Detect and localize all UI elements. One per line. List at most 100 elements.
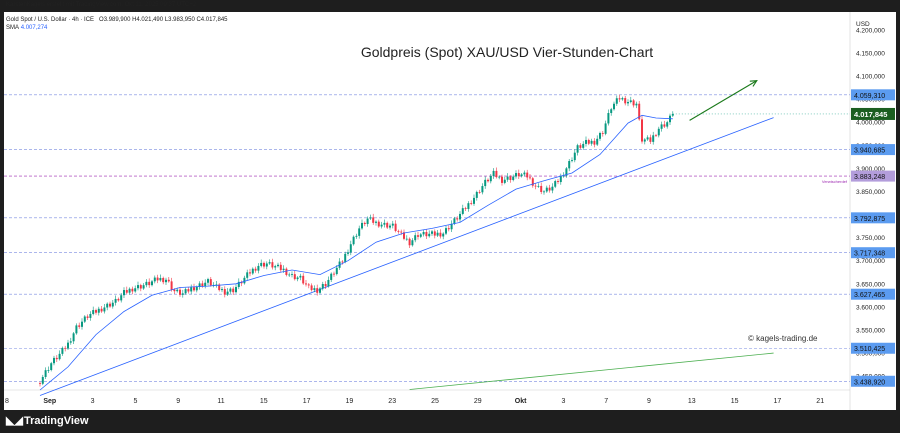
candle-body (145, 281, 148, 286)
candle-body (439, 232, 442, 237)
x-tick-label: 3 (561, 398, 565, 405)
candle-body (529, 177, 531, 179)
candle-body (361, 222, 363, 229)
candle-body (240, 281, 243, 284)
candle-body (389, 225, 391, 228)
candle-body (176, 289, 179, 292)
level-label-bg (851, 89, 895, 101)
candle-body (257, 265, 260, 271)
candle-body (627, 102, 629, 104)
candle-body (543, 191, 545, 193)
candle-body (531, 178, 534, 186)
candle-body (442, 233, 445, 237)
candle-body (274, 266, 277, 268)
candle-body (366, 218, 369, 225)
candle-body (139, 285, 142, 289)
candle-body (330, 273, 333, 280)
candle-body (291, 274, 293, 275)
candle-body (436, 232, 439, 236)
candle-body (509, 176, 512, 181)
candle-body (554, 181, 557, 187)
x-tick-label: 8 (5, 398, 9, 405)
candle-body (526, 172, 529, 178)
candle-body (201, 283, 204, 287)
tradingview-logo[interactable]: ◣◢TradingView (6, 414, 89, 427)
trendline (39, 117, 774, 396)
level-label-bg (851, 170, 895, 182)
candle-body (310, 285, 313, 291)
y-tick-label: 3.550,000 (856, 327, 885, 334)
candle-body (610, 109, 613, 114)
candle-body (655, 135, 657, 137)
candle-body (537, 185, 540, 187)
candle-body (187, 289, 190, 292)
candle-body (671, 113, 674, 116)
candle-body (492, 170, 495, 177)
candle-body (134, 288, 137, 292)
candle-body (447, 228, 450, 230)
candle-body (156, 277, 159, 281)
candle-body (540, 185, 543, 193)
y-tick-label: 4.000,000 (856, 120, 885, 127)
candle-body (562, 175, 565, 177)
candle-body (571, 160, 573, 162)
candle-body (302, 275, 305, 284)
sma-line (39, 114, 673, 391)
y-tick-label: 4.150,000 (856, 50, 885, 57)
chart-svg[interactable]: Goldpreis (Spot) XAU/USD Vier-Stunden-Ch… (4, 12, 896, 410)
y-tick-label: 3.700,000 (856, 258, 885, 265)
chart-area[interactable]: Goldpreis (Spot) XAU/USD Vier-Stunden-Ch… (4, 12, 896, 410)
candle-body (604, 123, 607, 134)
candle-body (170, 281, 173, 290)
candle-body (198, 283, 201, 287)
candle-body (663, 124, 666, 127)
x-tick-label: 21 (816, 398, 824, 405)
candle-body (159, 277, 162, 281)
candle-body (660, 124, 663, 129)
x-tick-label: 7 (604, 398, 608, 405)
candle-body (89, 313, 92, 318)
candle-body (559, 176, 562, 183)
ohlc-values: O3.989,900 H4.021,490 L3.983,950 C4.017,… (99, 17, 228, 23)
candle-body (599, 133, 601, 139)
x-tick-label: 17 (303, 398, 311, 405)
x-tick-label: Okt (515, 398, 527, 405)
sma-legend: SMA 4.007,274 (6, 25, 47, 31)
projection-arrow (689, 80, 758, 121)
candle-body (579, 145, 582, 148)
candle-body (44, 370, 47, 377)
y-tick-label: 3.600,000 (856, 304, 885, 311)
candle-body (47, 370, 50, 371)
sma-label: SMA (6, 25, 20, 31)
candle-body (352, 236, 355, 245)
x-tick-label: 9 (647, 398, 651, 405)
candle-body (61, 347, 64, 354)
last-price-tag-bg (851, 107, 895, 120)
candle-body (319, 288, 321, 293)
candle-body (587, 139, 590, 144)
candle-body (305, 283, 307, 285)
candle-body (229, 288, 232, 292)
candle-body (50, 363, 53, 371)
candle-body (419, 234, 422, 237)
candle-body (106, 303, 109, 308)
level-label-bg (851, 342, 895, 354)
level-label: 3.940,685 (854, 148, 885, 155)
level-label-bg (851, 247, 895, 259)
candle-body (237, 281, 240, 288)
candle-body (92, 310, 95, 314)
candle-body (263, 262, 265, 267)
candle-body (218, 284, 221, 291)
level-label: 4.059,310 (854, 93, 885, 100)
y-tick-label: 3.750,000 (856, 235, 885, 242)
candle-body (523, 172, 526, 175)
level-label: 3.627,465 (854, 292, 885, 299)
candle-body (506, 176, 509, 180)
candle-body (470, 203, 473, 204)
candle-body (271, 262, 274, 268)
x-tick-label: Sep (43, 398, 56, 405)
symbol-name: Gold Spot / U.S. Dollar · 4h · ICE (6, 17, 95, 23)
candle-body (69, 341, 72, 343)
candle-body (487, 179, 489, 182)
candle-body (512, 176, 515, 181)
